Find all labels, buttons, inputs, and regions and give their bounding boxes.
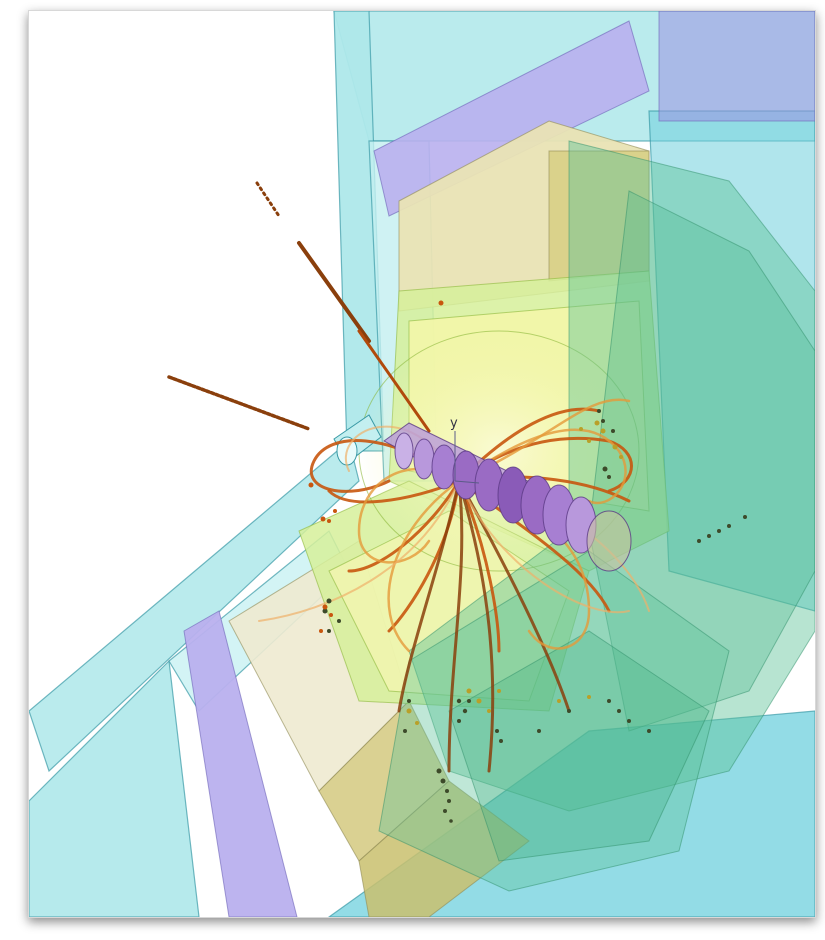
calorimeter-deposits	[406, 420, 623, 725]
return-yoke	[183, 11, 815, 917]
y-axis-label: y	[450, 416, 458, 431]
track-hits-orange	[308, 300, 444, 633]
detector-event-display: y	[29, 11, 815, 917]
axis-indicator: y	[450, 416, 480, 484]
detector-hits	[322, 409, 747, 823]
endcap	[378, 140, 815, 892]
tracker	[383, 422, 632, 572]
event-display-frame: y	[28, 10, 816, 918]
